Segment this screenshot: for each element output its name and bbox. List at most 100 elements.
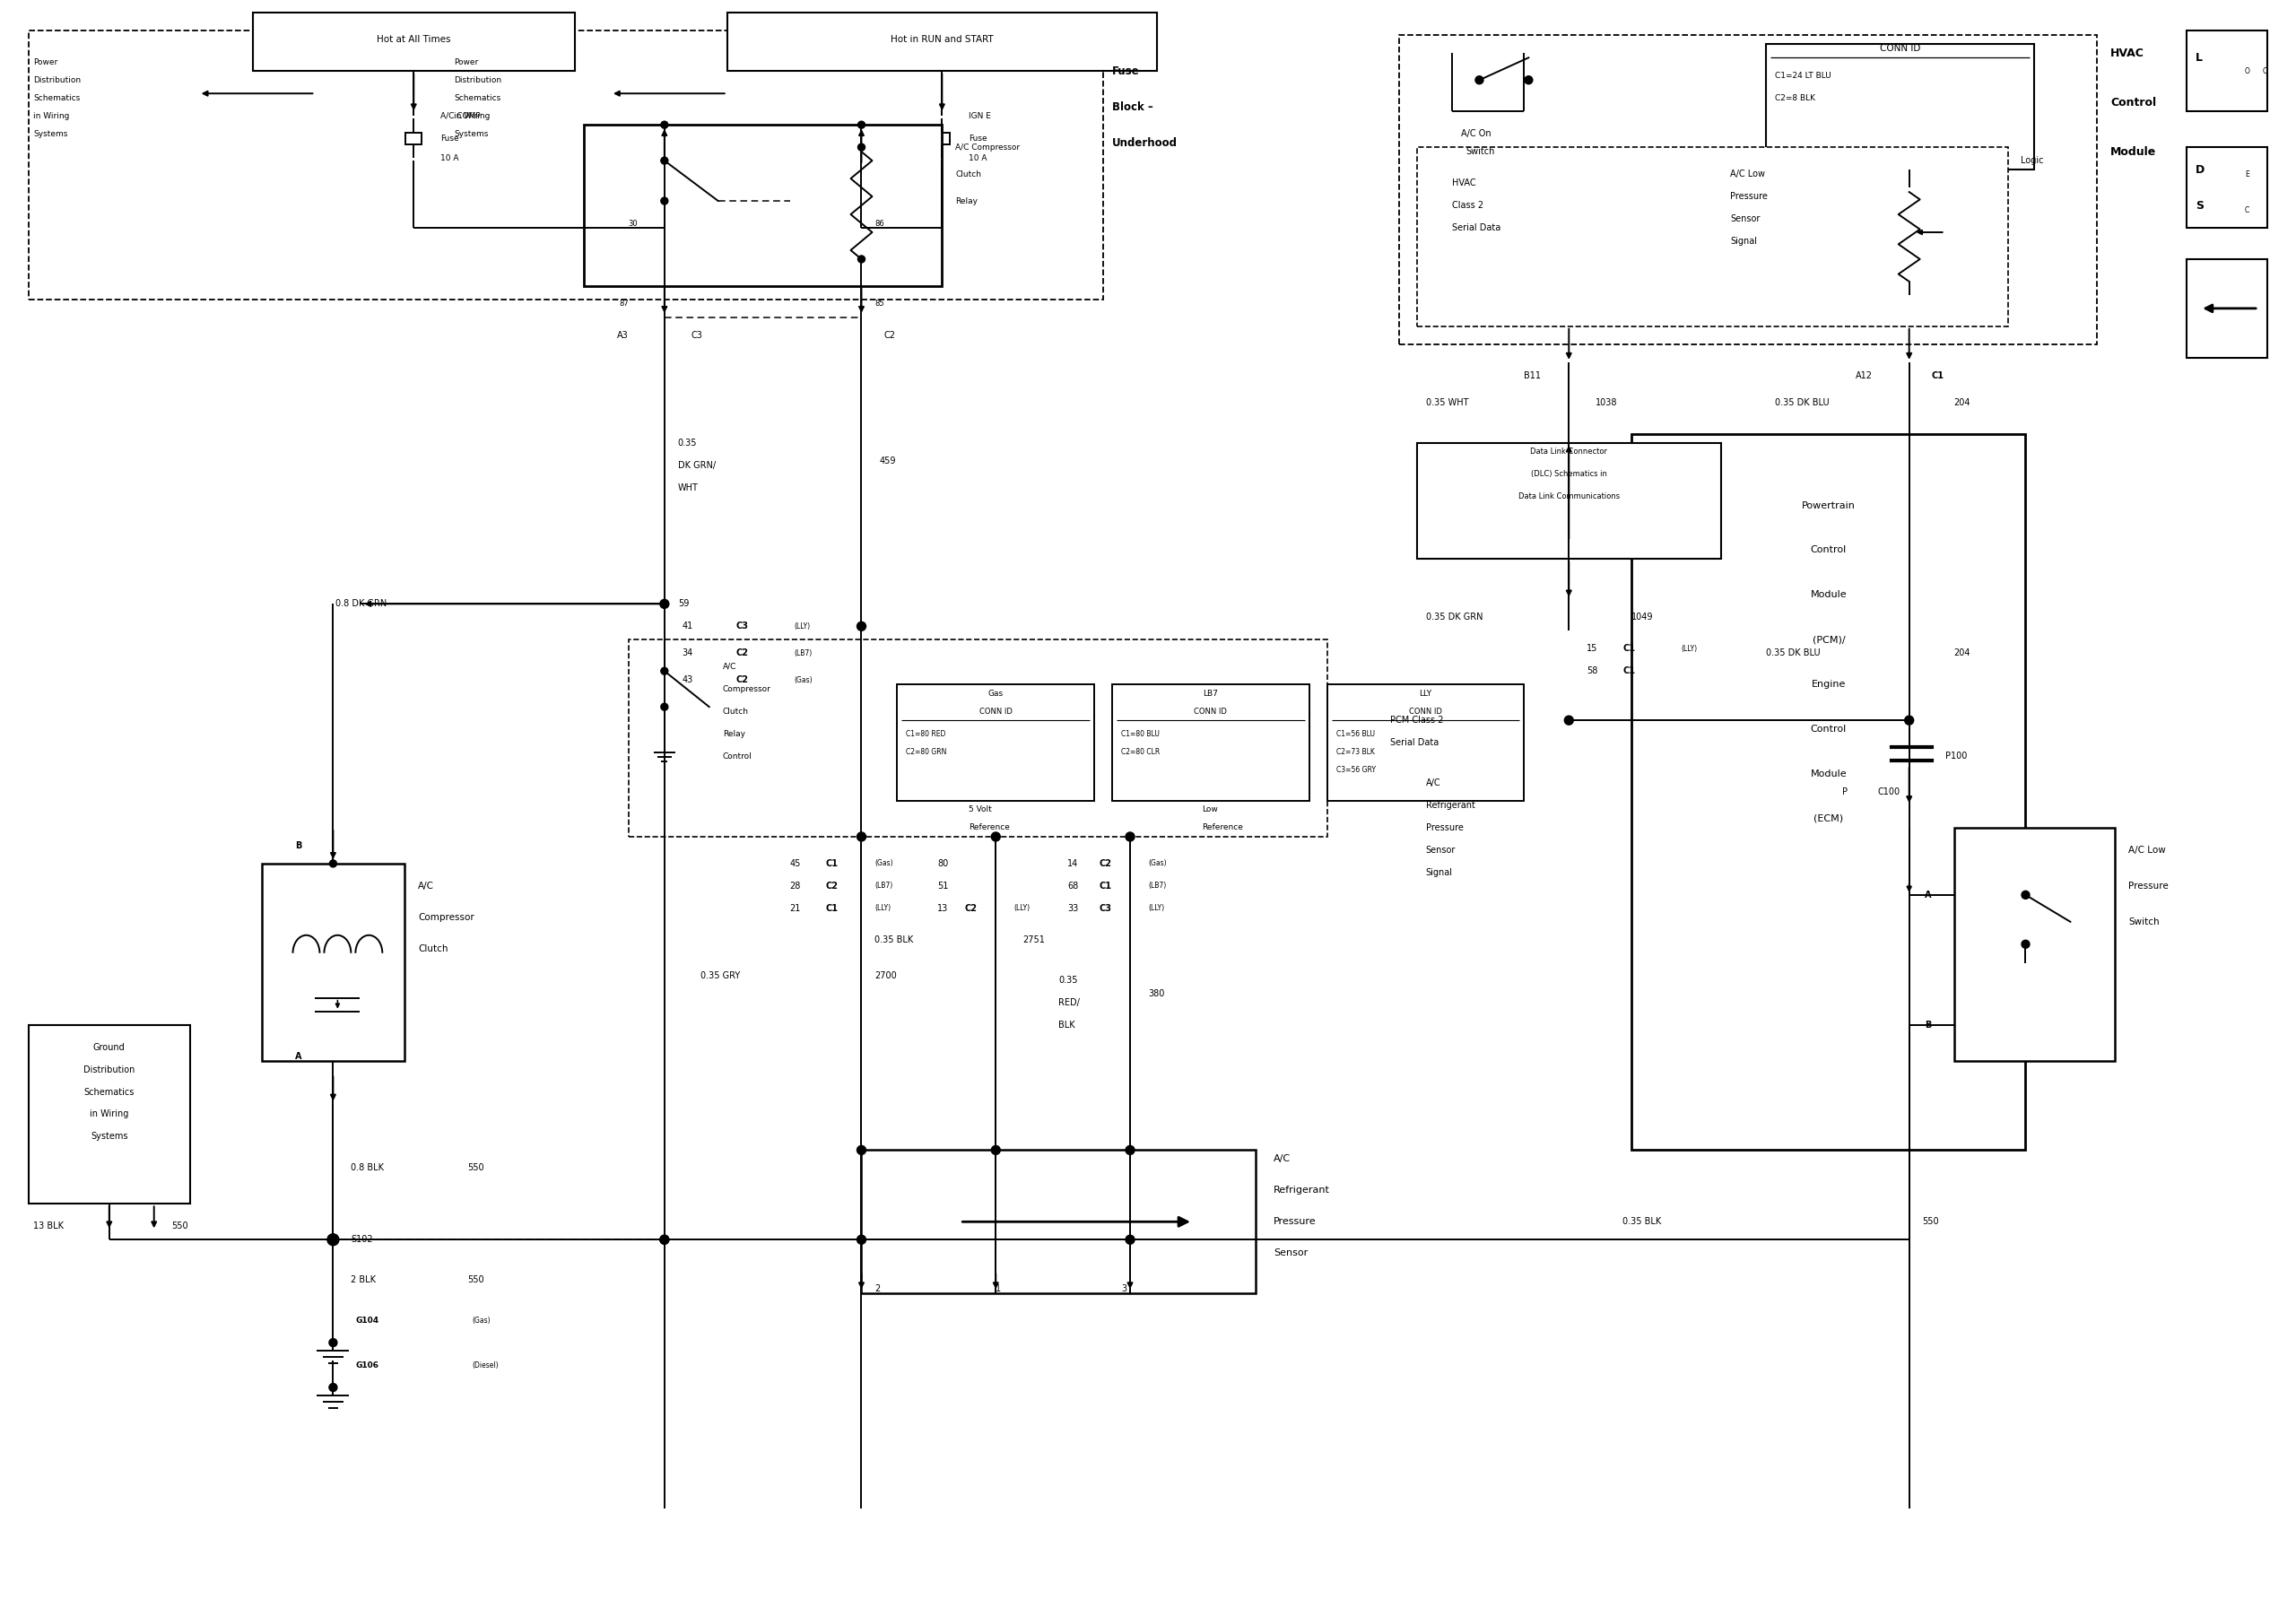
Circle shape — [1125, 1145, 1134, 1155]
Text: (Gas): (Gas) — [473, 1316, 491, 1324]
Bar — [1417, 443, 1722, 559]
Circle shape — [659, 1235, 668, 1243]
Text: 13: 13 — [937, 904, 948, 914]
Bar — [1327, 684, 1525, 800]
Text: C2: C2 — [884, 331, 895, 340]
Text: 550: 550 — [1922, 1218, 1940, 1226]
Circle shape — [856, 1145, 866, 1155]
Text: in Wiring: in Wiring — [32, 112, 69, 120]
Text: B11: B11 — [1525, 370, 1541, 380]
Text: 0.8 DK GRN: 0.8 DK GRN — [335, 600, 386, 608]
Text: Systems: Systems — [32, 129, 67, 137]
Text: 30: 30 — [629, 220, 638, 228]
Circle shape — [328, 1339, 338, 1347]
Text: D: D — [2195, 163, 2204, 175]
Text: 28: 28 — [790, 881, 801, 891]
Text: Fuse: Fuse — [1111, 65, 1139, 78]
Text: Sensor: Sensor — [1731, 215, 1761, 223]
Text: E: E — [2245, 170, 2250, 178]
Text: 15: 15 — [1587, 644, 1598, 653]
Text: 43: 43 — [682, 676, 693, 684]
Text: L: L — [2195, 52, 2202, 63]
Text: Signal: Signal — [1731, 236, 1756, 246]
Text: 550: 550 — [468, 1164, 484, 1172]
Text: 59: 59 — [677, 600, 689, 608]
Text: C1: C1 — [827, 904, 838, 914]
Text: Schematics: Schematics — [85, 1087, 135, 1096]
Text: (Gas): (Gas) — [794, 676, 813, 684]
Text: C1: C1 — [827, 859, 838, 868]
Text: Clutch: Clutch — [955, 170, 980, 178]
Text: C1=80 RED: C1=80 RED — [907, 729, 946, 737]
Text: Schematics: Schematics — [455, 94, 501, 102]
Text: Low: Low — [1201, 805, 1217, 813]
Text: G106: G106 — [356, 1362, 379, 1370]
Text: Schematics: Schematics — [32, 94, 80, 102]
Circle shape — [856, 833, 866, 841]
Text: in Wiring: in Wiring — [455, 112, 491, 120]
Text: A3: A3 — [618, 331, 629, 340]
Text: Module: Module — [2110, 146, 2156, 157]
Text: Underhood: Underhood — [1111, 137, 1178, 149]
Circle shape — [1906, 716, 1913, 724]
Text: C1: C1 — [1623, 644, 1635, 653]
Text: (LB7): (LB7) — [794, 648, 813, 657]
Circle shape — [659, 600, 668, 608]
Text: S102: S102 — [351, 1235, 372, 1243]
Circle shape — [1525, 76, 1534, 84]
Text: C2=73 BLK: C2=73 BLK — [1336, 747, 1375, 755]
Text: Pressure: Pressure — [1274, 1218, 1316, 1226]
Text: C1: C1 — [1100, 881, 1111, 891]
Circle shape — [1125, 1235, 1134, 1243]
Text: 2700: 2700 — [875, 972, 898, 980]
Circle shape — [856, 623, 866, 631]
Text: A/C COMP: A/C COMP — [441, 112, 480, 120]
Bar — [2186, 31, 2268, 112]
Text: 380: 380 — [1148, 990, 1164, 998]
Text: (ECM): (ECM) — [1814, 815, 1844, 823]
Text: S: S — [2195, 199, 2204, 212]
Text: Data Link Communications: Data Link Communications — [1518, 493, 1619, 501]
Text: P: P — [1841, 787, 1848, 797]
Text: CONN ID: CONN ID — [1880, 44, 1919, 53]
Text: A: A — [294, 1051, 301, 1061]
Text: LB7: LB7 — [1203, 689, 1219, 697]
Text: Signal: Signal — [1426, 868, 1453, 876]
Text: Control: Control — [2110, 97, 2156, 108]
Text: 51: 51 — [937, 881, 948, 891]
Bar — [934, 133, 951, 144]
Text: 21: 21 — [790, 904, 801, 914]
Text: HVAC: HVAC — [2110, 47, 2144, 58]
Text: Pressure: Pressure — [1426, 823, 1463, 833]
Text: Compressor: Compressor — [418, 914, 475, 922]
Text: C3: C3 — [1100, 904, 1111, 914]
Text: Ground: Ground — [94, 1043, 126, 1051]
Circle shape — [859, 144, 866, 150]
Text: C2: C2 — [964, 904, 978, 914]
Circle shape — [1564, 716, 1573, 724]
Bar — [2186, 259, 2268, 357]
Circle shape — [661, 668, 668, 674]
Text: 85: 85 — [875, 299, 884, 307]
Bar — [1398, 36, 2096, 344]
Text: 2751: 2751 — [1022, 935, 1045, 944]
Text: Control: Control — [723, 752, 753, 760]
Text: Systems: Systems — [90, 1132, 129, 1142]
Text: 0.35 DK BLU: 0.35 DK BLU — [1766, 648, 1821, 658]
Text: 0.8 BLK: 0.8 BLK — [351, 1164, 383, 1172]
Text: (LLY): (LLY) — [875, 904, 891, 912]
Text: A/C: A/C — [418, 881, 434, 891]
Text: 34: 34 — [682, 648, 693, 658]
Bar — [861, 1150, 1256, 1294]
Text: C100: C100 — [1878, 787, 1901, 797]
Text: 14: 14 — [1068, 859, 1079, 868]
Circle shape — [661, 197, 668, 204]
Circle shape — [859, 121, 866, 128]
Text: 204: 204 — [1954, 648, 1970, 658]
Text: 5 Volt: 5 Volt — [969, 805, 992, 813]
Text: A12: A12 — [1855, 370, 1874, 380]
Text: CONN ID: CONN ID — [1410, 707, 1442, 715]
Text: B: B — [296, 841, 301, 851]
Text: Module: Module — [1809, 770, 1846, 778]
Text: 10 A: 10 A — [441, 154, 459, 162]
